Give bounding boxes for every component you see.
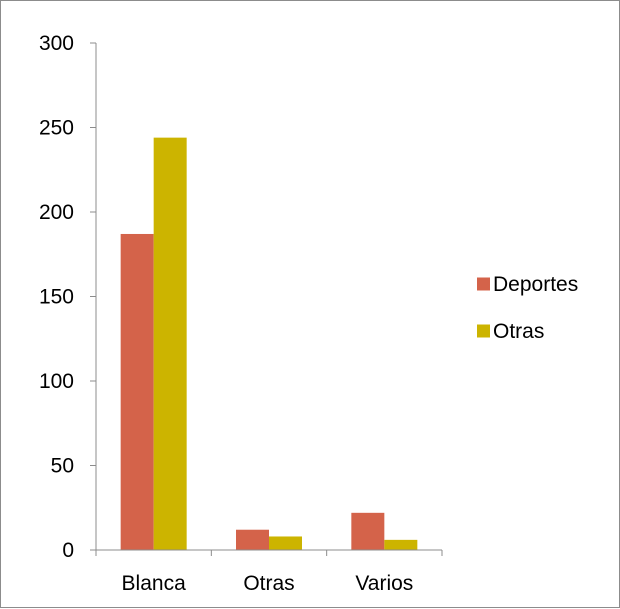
x-axis-labels: Blanca Otras Varios — [122, 572, 414, 595]
bar-otras-blanca — [153, 137, 187, 550]
y-tick-label: 100 — [39, 370, 74, 393]
x-tick-label: Blanca — [122, 572, 187, 595]
y-tick-label: 250 — [39, 117, 74, 140]
y-axis-ticks: 0 50 100 150 200 250 300 — [39, 32, 96, 562]
legend-swatch-otras — [477, 324, 490, 338]
x-tick-label: Varios — [355, 572, 413, 595]
bar-otras-varios — [384, 539, 418, 550]
axes-group — [95, 43, 443, 556]
bar-otras-otras — [269, 536, 302, 550]
legend: Deportes Otras — [477, 273, 578, 343]
bar-deportes-otras — [236, 529, 269, 550]
y-tick-label: 50 — [51, 455, 74, 478]
bar-deportes-blanca — [120, 233, 154, 550]
y-tick-label: 200 — [39, 201, 74, 224]
bars-group — [120, 137, 418, 550]
legend-label-otras: Otras — [493, 320, 544, 343]
y-tick-label: 150 — [39, 286, 74, 309]
y-tick-label: 0 — [62, 539, 74, 562]
y-tick-label: 300 — [39, 32, 74, 55]
x-tick-label: Otras — [243, 572, 294, 595]
bar-deportes-varios — [351, 512, 385, 550]
legend-swatch-deportes — [477, 277, 490, 291]
legend-label-deportes: Deportes — [493, 273, 578, 296]
